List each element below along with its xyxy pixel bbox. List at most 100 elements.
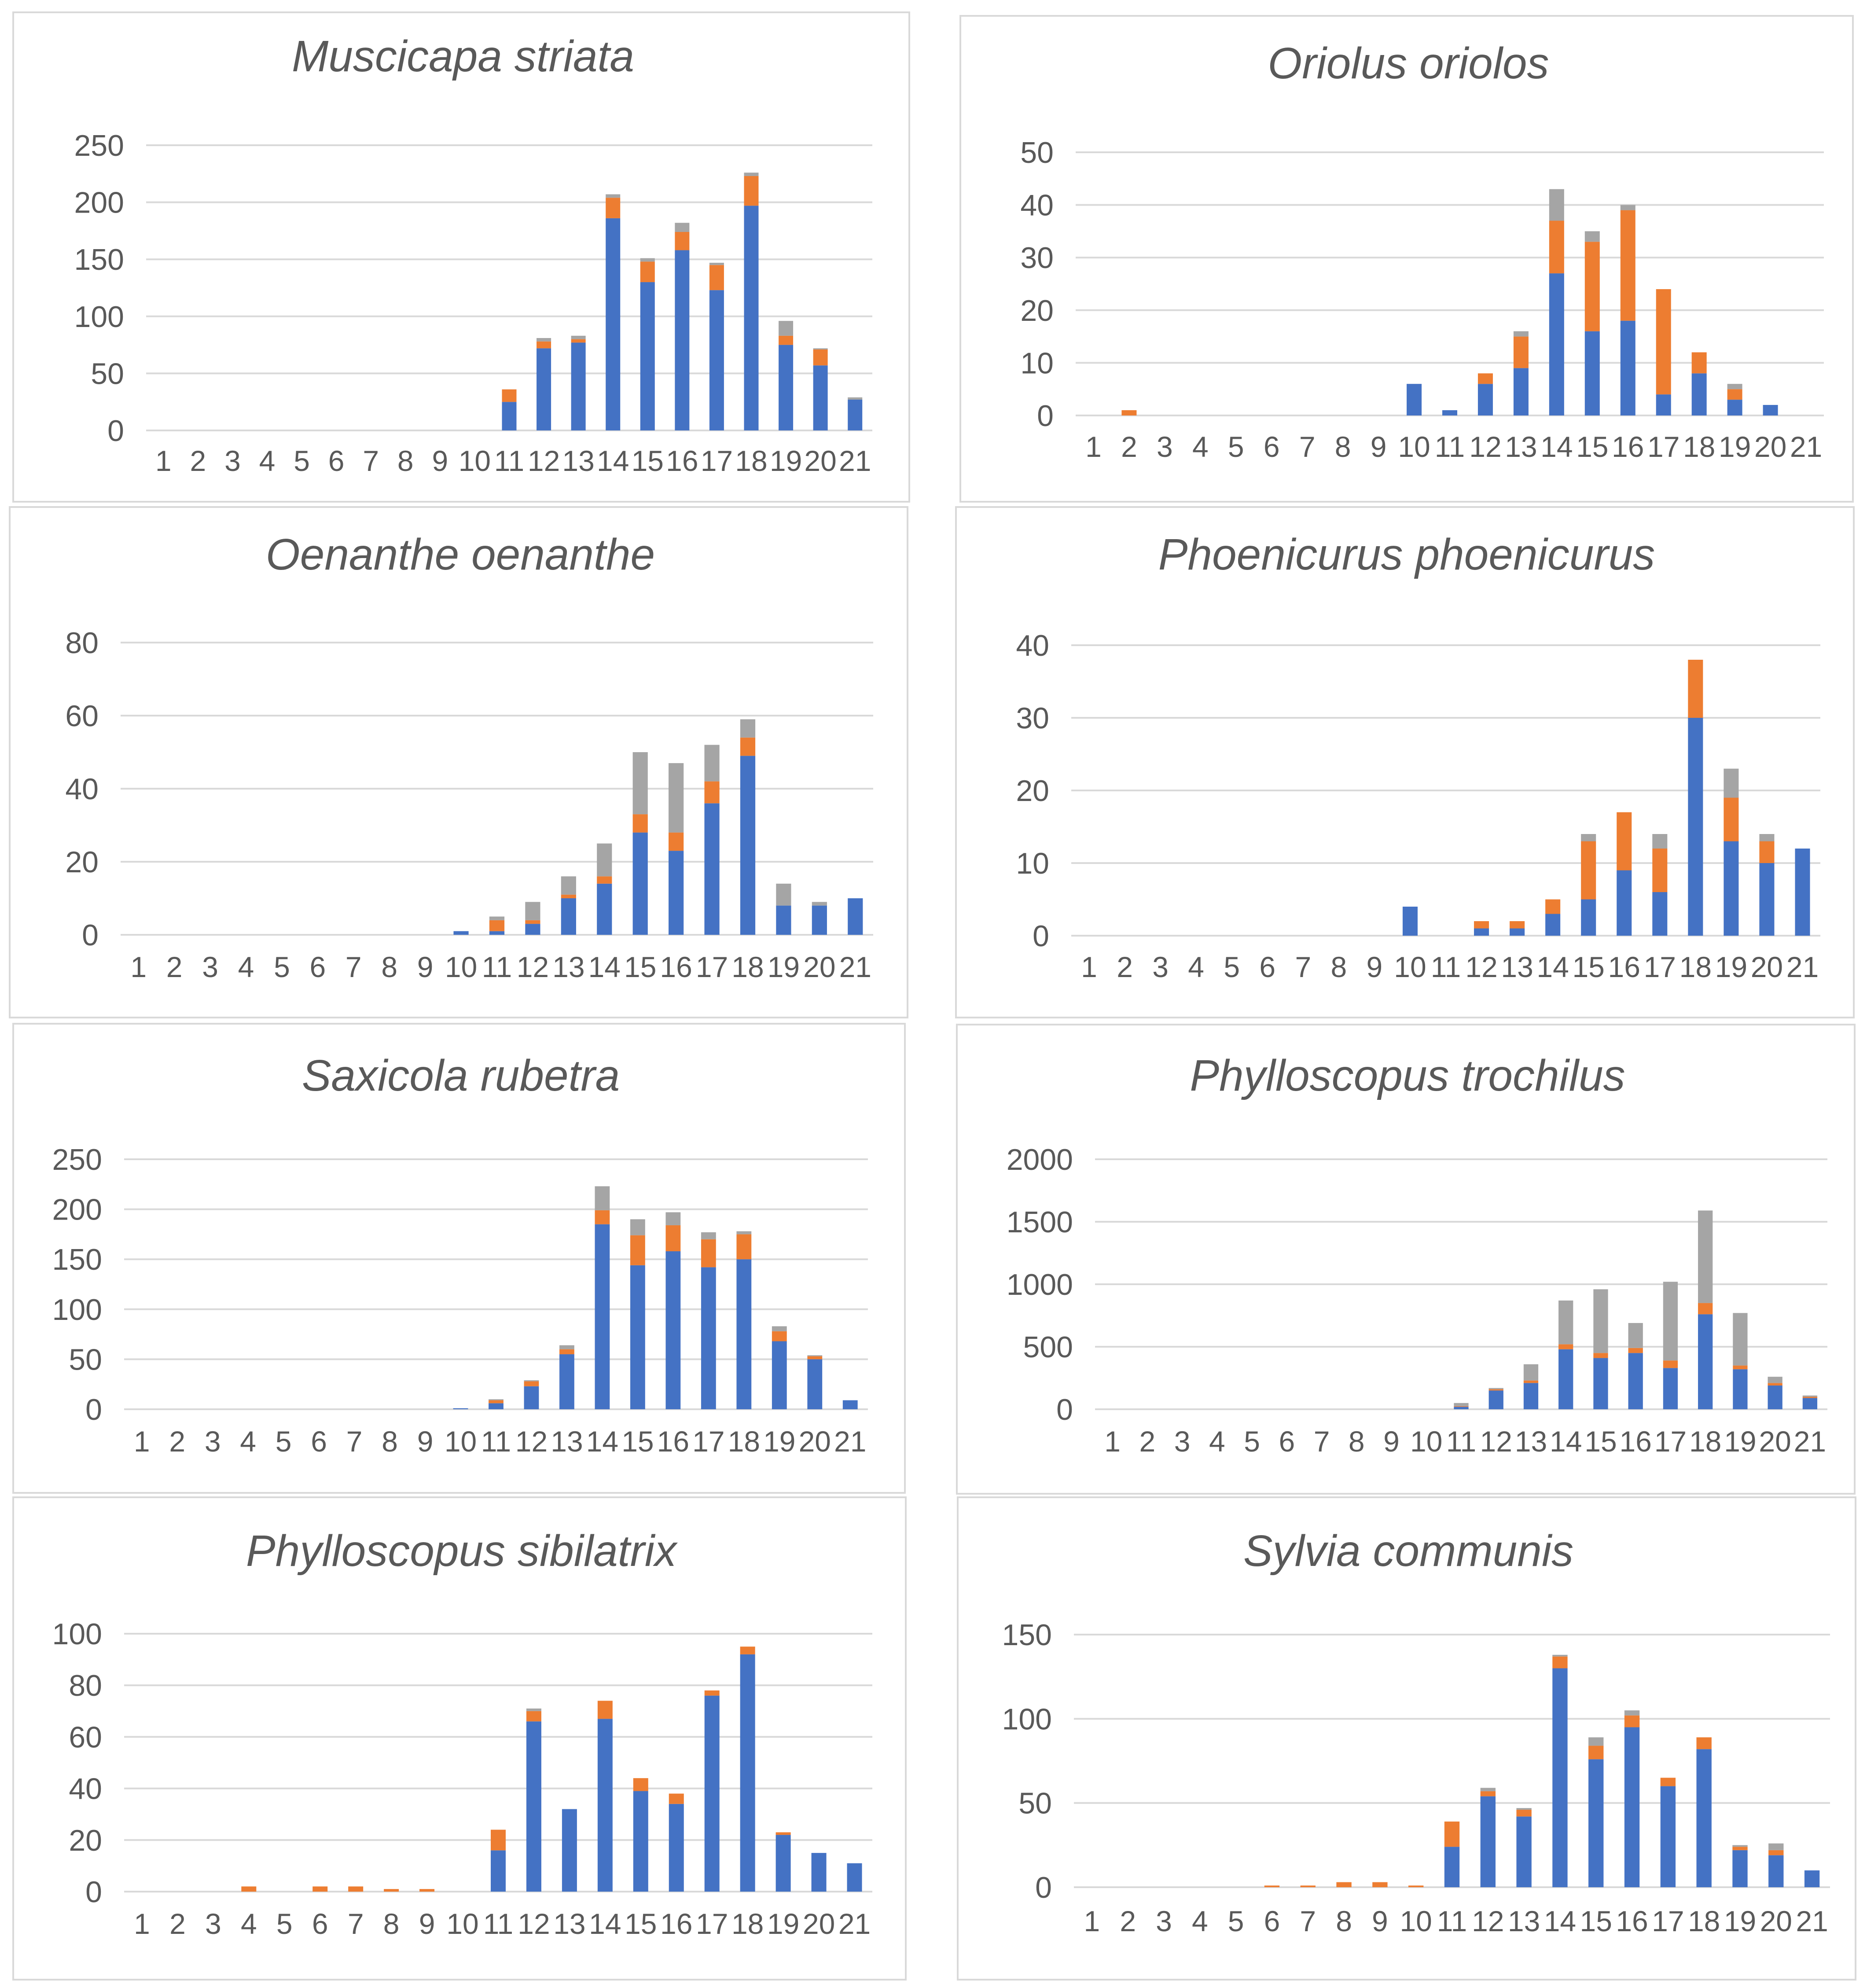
bar-series1-16 xyxy=(1624,1727,1640,1887)
bar-series2-19 xyxy=(1733,1365,1748,1370)
y-tick-label: 60 xyxy=(65,699,99,733)
bar-series3-18 xyxy=(736,1231,752,1235)
x-tick-label: 15 xyxy=(624,951,656,983)
x-tick-label: 10 xyxy=(446,1907,478,1940)
x-tick-label: 2 xyxy=(169,1425,185,1458)
bar-series1-19 xyxy=(775,1835,791,1892)
x-tick-label: 13 xyxy=(552,951,584,983)
bar-series1-18 xyxy=(1691,373,1707,415)
x-tick-label: 18 xyxy=(731,951,764,983)
x-tick-label: 15 xyxy=(1576,430,1608,463)
bar-series2-13 xyxy=(1513,336,1529,368)
bar-series1-12 xyxy=(1488,1390,1503,1409)
x-tick-label: 21 xyxy=(839,951,871,983)
bar-series2-11 xyxy=(1444,1821,1460,1847)
bar-series2-15 xyxy=(632,814,648,833)
bar-series1-18 xyxy=(740,756,756,935)
x-tick-label: 8 xyxy=(382,1425,398,1458)
x-tick-label: 13 xyxy=(1501,951,1533,983)
y-tick-label: 250 xyxy=(52,1143,102,1176)
bar-series1-21 xyxy=(848,400,863,430)
bar-series3-17 xyxy=(701,1232,716,1239)
x-tick-label: 15 xyxy=(1580,1905,1612,1937)
bar-series1-17 xyxy=(704,1695,720,1892)
x-tick-label: 17 xyxy=(1654,1425,1687,1458)
bar-series1-19 xyxy=(1733,1369,1748,1409)
x-tick-label: 13 xyxy=(1508,1905,1540,1937)
bar-series3-13 xyxy=(559,1345,574,1349)
bar-series2-8 xyxy=(384,1889,399,1892)
x-tick-label: 9 xyxy=(417,1425,434,1458)
bar-series2-7 xyxy=(1300,1885,1316,1887)
bar-series1-10 xyxy=(1402,907,1418,936)
x-tick-label: 14 xyxy=(1544,1905,1576,1937)
bar-series3-15 xyxy=(1584,231,1600,242)
bar-series3-14 xyxy=(597,843,612,877)
bar-series1-18 xyxy=(744,206,759,430)
x-tick-label: 17 xyxy=(696,1907,728,1940)
bar-series2-8 xyxy=(1336,1882,1352,1887)
x-tick-label: 2 xyxy=(1121,430,1137,463)
bar-series2-17 xyxy=(1660,1778,1676,1786)
bar-series1-19 xyxy=(779,345,794,430)
bar-series3-19 xyxy=(772,1326,787,1331)
bar-series1-20 xyxy=(813,365,828,430)
x-tick-label: 20 xyxy=(1760,1905,1792,1937)
bar-series1-16 xyxy=(675,250,690,430)
bar-series2-15 xyxy=(1584,242,1600,331)
x-tick-label: 11 xyxy=(1435,430,1465,463)
bar-series3-12 xyxy=(1488,1388,1503,1389)
x-tick-label: 20 xyxy=(799,1425,831,1458)
y-tick-label: 50 xyxy=(1020,136,1054,169)
bar-series3-20 xyxy=(807,1355,823,1356)
bar-series1-17 xyxy=(709,290,724,430)
chart-panel-6: Phylloscopus trochilus 0 500 1000 1500 2000 1 2… xyxy=(956,1024,1856,1495)
bar-series3-19 xyxy=(1732,1845,1748,1847)
y-tick-label: 20 xyxy=(69,1824,102,1857)
x-tick-label: 10 xyxy=(1410,1425,1442,1458)
bar-series2-12 xyxy=(1488,1389,1503,1391)
x-tick-label: 17 xyxy=(692,1425,724,1458)
bar-series3-20 xyxy=(1768,1377,1782,1383)
bar-series1-21 xyxy=(1802,1398,1818,1409)
x-tick-label: 5 xyxy=(1228,1905,1244,1937)
bar-series3-13 xyxy=(1523,1364,1539,1381)
chart-title: Phylloscopus sibilatrix xyxy=(246,1526,678,1576)
x-tick-label: 6 xyxy=(1259,951,1275,983)
chart-title: Oenanthe oenanthe xyxy=(266,530,655,579)
bar-series1-16 xyxy=(1620,320,1635,415)
x-tick-label: 19 xyxy=(1724,1905,1756,1937)
y-tick-label: 1000 xyxy=(1007,1268,1073,1301)
bar-series1-20 xyxy=(1763,405,1778,415)
x-tick-label: 5 xyxy=(1244,1425,1260,1458)
bar-series3-18 xyxy=(1698,1210,1713,1303)
y-tick-label: 0 xyxy=(85,1875,102,1909)
x-tick-label: 8 xyxy=(397,445,414,477)
bar-series1-13 xyxy=(561,898,576,935)
x-tick-label: 9 xyxy=(1383,1425,1400,1458)
bar-series2-11 xyxy=(1454,1406,1469,1407)
bar-series2-13 xyxy=(1510,921,1525,929)
x-tick-label: 7 xyxy=(345,951,362,983)
x-tick-label: 10 xyxy=(459,445,491,477)
bar-series1-19 xyxy=(1724,841,1739,936)
bar-series2-15 xyxy=(630,1235,645,1265)
x-tick-label: 11 xyxy=(483,1907,514,1940)
bar-series3-12 xyxy=(537,338,551,342)
bar-series2-16 xyxy=(1624,1715,1640,1727)
bar-series1-15 xyxy=(633,1791,648,1892)
bar-series1-13 xyxy=(1513,368,1529,415)
bar-series3-15 xyxy=(1593,1289,1608,1353)
y-tick-label: 0 xyxy=(1037,399,1054,433)
x-tick-label: 8 xyxy=(1330,951,1347,983)
bar-series2-16 xyxy=(669,832,684,851)
x-tick-label: 8 xyxy=(383,1907,400,1940)
chart-title: Phylloscopus trochilus xyxy=(1190,1051,1625,1100)
bar-series3-14 xyxy=(1558,1300,1573,1345)
x-tick-label: 9 xyxy=(417,951,434,983)
bar-series2-16 xyxy=(675,232,690,250)
bar-series1-13 xyxy=(562,1809,577,1892)
bar-series1-15 xyxy=(1581,899,1596,936)
y-tick-label: 0 xyxy=(85,1393,102,1426)
